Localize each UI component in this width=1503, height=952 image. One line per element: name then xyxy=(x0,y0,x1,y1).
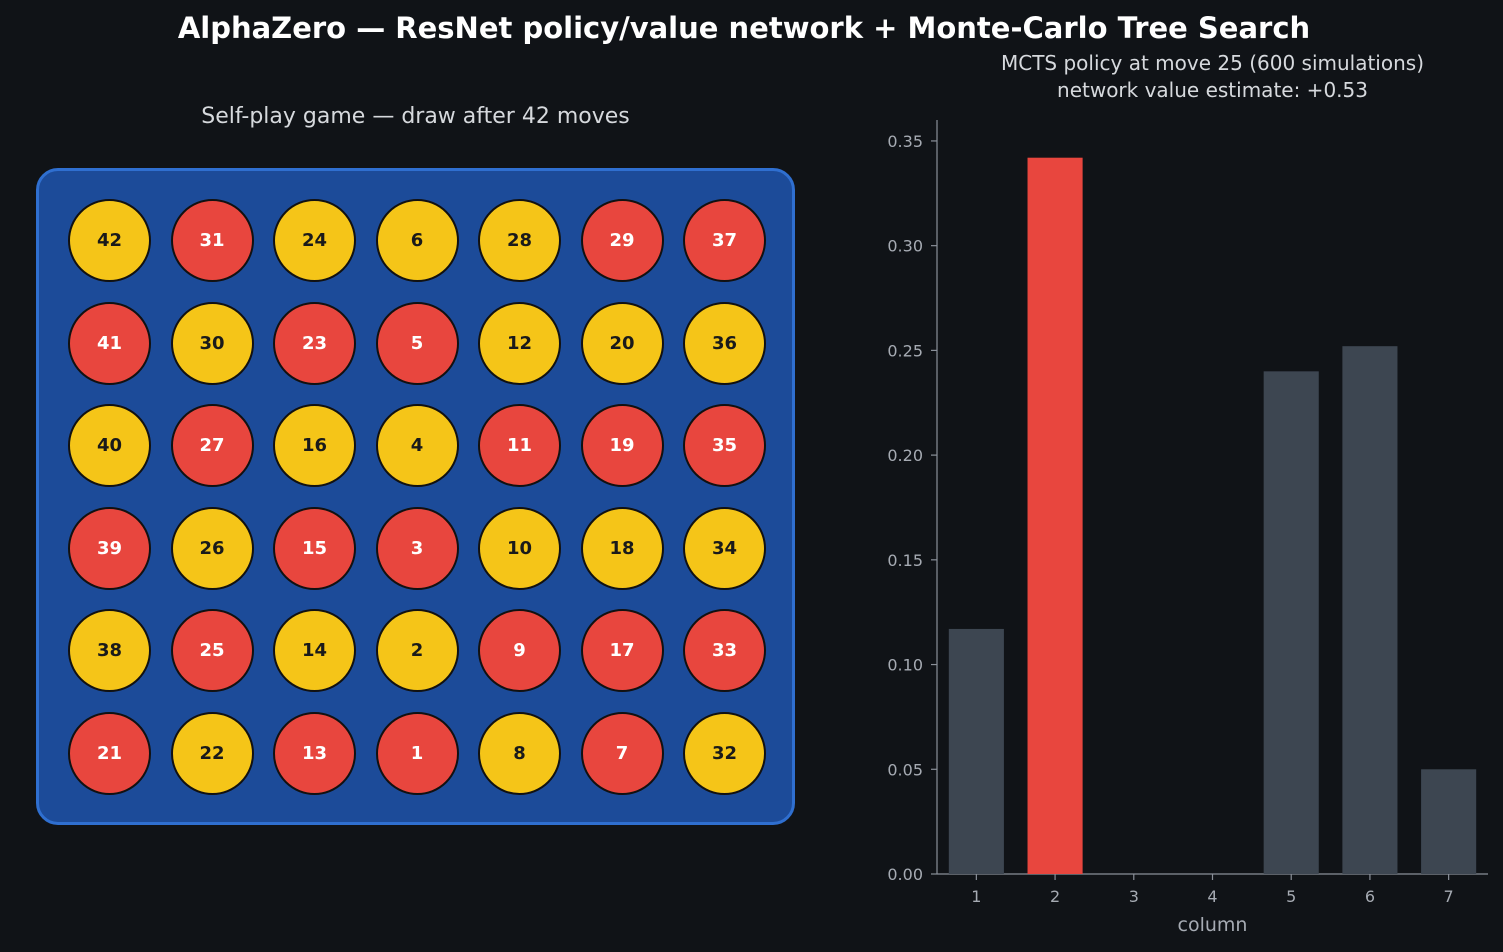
disc-yellow: 8 xyxy=(478,711,561,795)
x-tick-label: 5 xyxy=(1286,887,1296,906)
disc-red: 37 xyxy=(683,199,766,282)
disc-red: 39 xyxy=(68,506,151,590)
disc-yellow: 6 xyxy=(375,199,459,282)
disc-red: 15 xyxy=(273,506,356,590)
disc-red: 17 xyxy=(580,609,664,692)
y-tick-label: 0.25 xyxy=(887,341,923,360)
policy-bar xyxy=(948,628,1004,874)
disc-yellow: 20 xyxy=(580,301,664,385)
policy-bar xyxy=(1421,769,1477,874)
disc-red: 5 xyxy=(375,301,459,385)
x-tick-label: 7 xyxy=(1444,887,1454,906)
y-tick-label: 0.10 xyxy=(887,656,923,675)
y-tick-label: 0.15 xyxy=(887,551,923,570)
disc-red: 11 xyxy=(478,404,561,487)
disc-yellow: 18 xyxy=(580,506,664,590)
disc-red: 13 xyxy=(273,711,356,795)
disc-yellow: 24 xyxy=(273,199,356,282)
disc-yellow: 28 xyxy=(478,199,561,282)
disc-yellow: 42 xyxy=(68,199,151,282)
y-tick-label: 0.30 xyxy=(887,237,923,256)
x-tick-label: 6 xyxy=(1365,887,1375,906)
disc-yellow: 38 xyxy=(68,609,151,692)
disc-yellow: 2 xyxy=(375,609,459,692)
disc-red: 1 xyxy=(375,711,459,795)
disc-red: 21 xyxy=(68,711,151,795)
disc-red: 29 xyxy=(580,199,664,282)
disc-red: 19 xyxy=(580,404,664,487)
disc-yellow: 10 xyxy=(478,506,561,590)
disc-red: 35 xyxy=(683,404,766,487)
disc-yellow: 22 xyxy=(170,711,254,795)
y-tick-label: 0.00 xyxy=(887,865,923,884)
disc-red: 31 xyxy=(170,199,254,282)
disc-red: 27 xyxy=(170,404,254,487)
chart-title-line-2: network value estimate: +0.53 xyxy=(1057,78,1368,102)
connect-four-board: 42 31 24 6 28 29 37 41 30 23 5 12 20 36 40 27 16 4 11 19 35 3… xyxy=(36,168,795,825)
disc-yellow: 32 xyxy=(683,711,766,795)
y-tick-label: 0.05 xyxy=(887,760,923,779)
page-title: AlphaZero — ResNet policy/value network … xyxy=(177,11,1311,45)
disc-yellow: 36 xyxy=(683,301,766,385)
disc-red: 25 xyxy=(170,609,254,692)
disc-red: 41 xyxy=(68,301,151,385)
policy-bar xyxy=(1263,371,1319,874)
y-tick-label: 0.35 xyxy=(887,132,923,151)
disc-yellow: 26 xyxy=(170,506,254,590)
disc-red: 7 xyxy=(580,711,664,795)
policy-bar xyxy=(1027,157,1083,874)
disc-red: 23 xyxy=(273,301,356,385)
disc-red: 3 xyxy=(375,506,459,590)
disc-yellow: 34 xyxy=(683,506,766,590)
x-axis-label: column xyxy=(1178,914,1248,936)
policy-bar xyxy=(1342,346,1398,874)
x-tick-label: 4 xyxy=(1207,887,1217,906)
chart-title: MCTS policy at move 25 (600 simulations)… xyxy=(937,50,1488,104)
y-tick-label: 0.20 xyxy=(887,446,923,465)
disc-red: 33 xyxy=(683,609,766,692)
disc-yellow: 30 xyxy=(170,301,254,385)
disc-yellow: 16 xyxy=(273,404,356,487)
disc-yellow: 40 xyxy=(68,404,151,487)
disc-yellow: 4 xyxy=(375,404,459,487)
disc-red: 9 xyxy=(478,609,561,692)
x-tick-label: 1 xyxy=(971,887,981,906)
chart-title-line-1: MCTS policy at move 25 (600 simulations) xyxy=(1000,51,1425,75)
disc-yellow: 12 xyxy=(478,301,561,385)
board-title: Self-play game — draw after 42 moves xyxy=(201,104,630,129)
x-tick-label: 3 xyxy=(1129,887,1139,906)
x-tick-label: 2 xyxy=(1050,887,1060,906)
disc-yellow: 14 xyxy=(273,609,356,692)
